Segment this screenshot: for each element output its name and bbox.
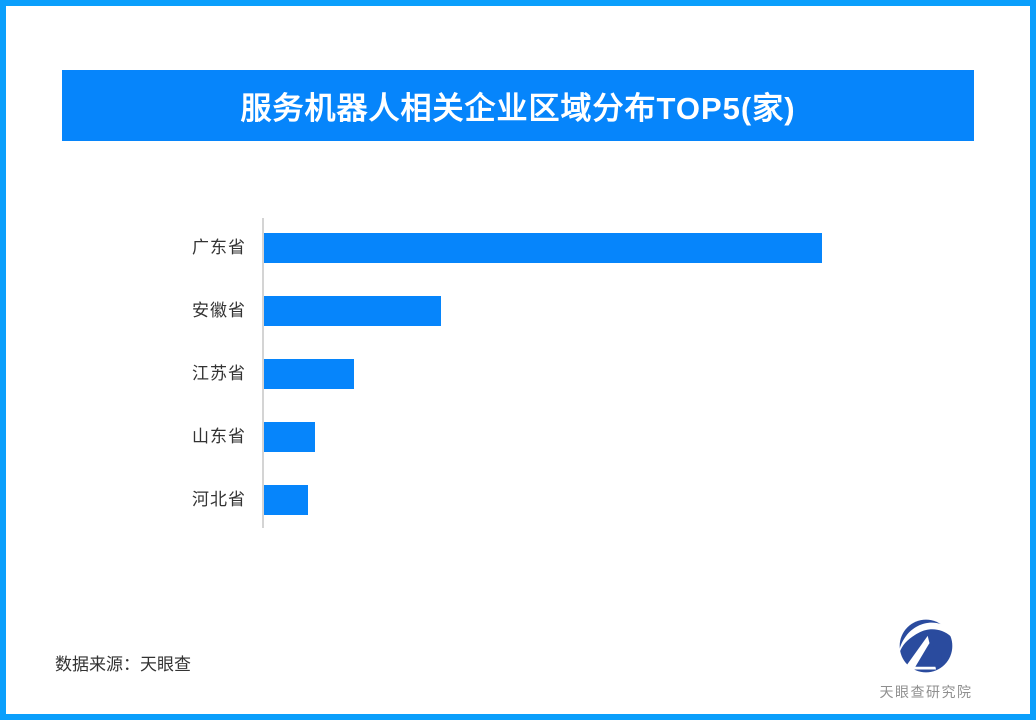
category-label: 江苏省 bbox=[192, 364, 246, 383]
bar-山东省 bbox=[264, 422, 315, 452]
logo-house bbox=[915, 643, 942, 667]
chart-row: 河北省 bbox=[6, 485, 1030, 515]
category-label: 安徽省 bbox=[192, 301, 246, 320]
chart-title-banner: 服务机器人相关企业区域分布TOP5(家) bbox=[62, 70, 974, 141]
bar-安徽省 bbox=[264, 296, 441, 326]
category-label: 山东省 bbox=[192, 427, 246, 446]
bar-河北省 bbox=[264, 485, 308, 515]
bar-chart: 广东省安徽省江苏省山东省河北省 bbox=[6, 6, 1030, 714]
category-label: 河北省 bbox=[192, 490, 246, 509]
chart-row: 山东省 bbox=[6, 422, 1030, 452]
category-axis-line bbox=[262, 218, 264, 528]
chart-row: 安徽省 bbox=[6, 296, 1030, 326]
tianyancha-logo-icon bbox=[899, 619, 954, 673]
chart-row: 广东省 bbox=[6, 233, 1030, 263]
category-label: 广东省 bbox=[192, 238, 246, 257]
logo-swoosh bbox=[899, 622, 954, 654]
bar-广东省 bbox=[264, 233, 822, 263]
data-source-label: 数据来源：天眼查 bbox=[55, 655, 191, 674]
bar-江苏省 bbox=[264, 359, 354, 389]
publisher-name: 天眼查研究院 bbox=[879, 684, 973, 700]
chart-row: 江苏省 bbox=[6, 359, 1030, 389]
publisher-logo: 天眼查研究院 bbox=[865, 618, 987, 702]
chart-title: 服务机器人相关企业区域分布TOP5(家) bbox=[240, 91, 796, 126]
